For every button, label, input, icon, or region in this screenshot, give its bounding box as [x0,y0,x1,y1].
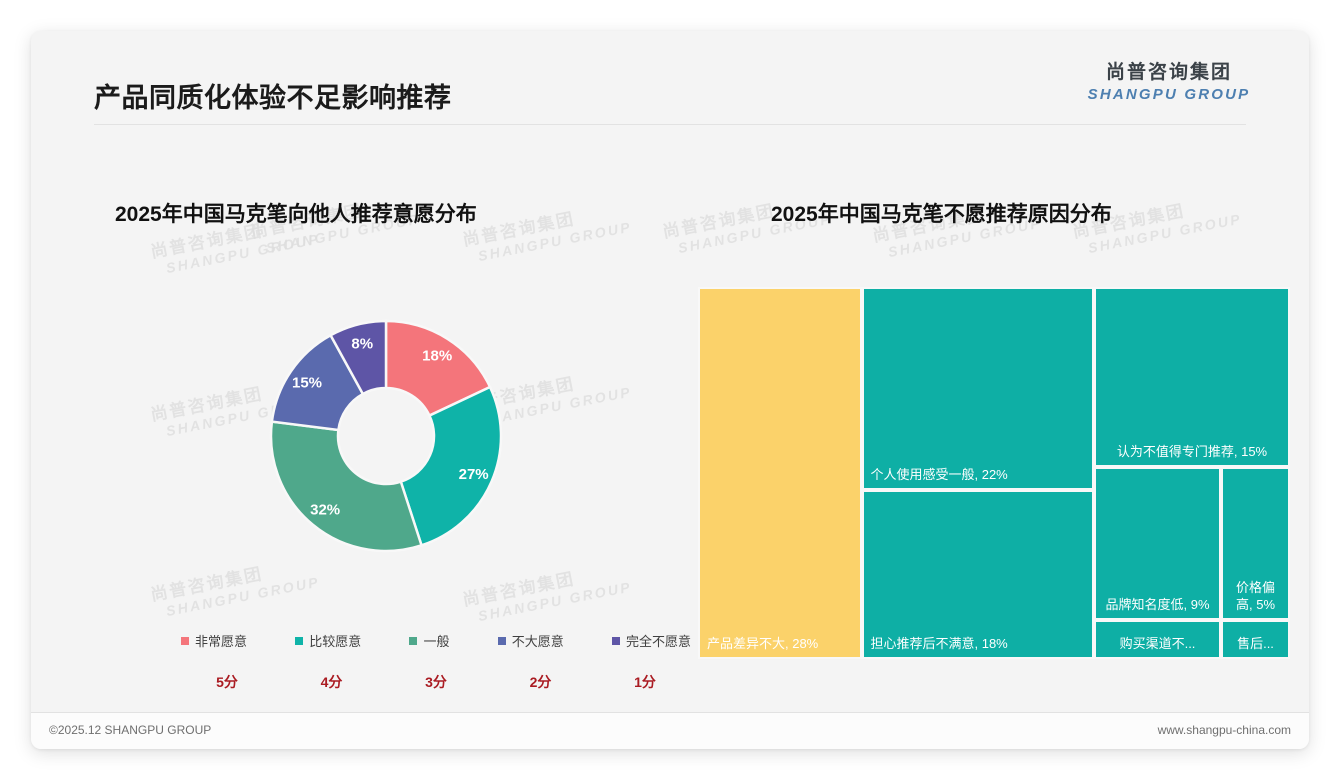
slide-footer: ©2025.12 SHANGPU GROUP www.shangpu-china… [31,713,1309,749]
legend-item-比较愿意[interactable]: 比较愿意 [295,631,361,650]
footer-divider [31,712,1309,713]
donut-slice-非常愿意[interactable] [384,319,492,418]
treemap-cell-label: 价格偏高, 5% [1235,580,1275,612]
score-label-row: 5分 4分 3分 2分 1分 [181,672,691,692]
legend-item-非常愿意[interactable]: 非常愿意 [181,631,247,650]
score-label-3分: 3分 [425,674,447,690]
legend-swatch-icon [409,636,418,645]
donut-slice-完全不愿意[interactable] [328,319,388,396]
donut-chart: 18% 27% 32% 15% 8% [236,286,536,586]
donut-slice-比较愿意[interactable] [399,385,503,547]
watermark-en-text: SHANGPU GROUP [476,218,634,265]
legend-swatch-icon [497,636,506,645]
score-label-1分: 1分 [634,674,656,690]
legend-item-不大愿意[interactable]: 不大愿意 [497,631,564,650]
donut-chart-svg: 18% 27% 32% 15% 8% [269,319,503,553]
legend-label: 非常愿意 [195,634,248,649]
treemap-cell-购买渠道不便[interactable]: 购买渠道不... [1094,620,1221,659]
donut-slices [269,319,503,553]
page-title: 产品同质化体验不足影响推荐 [94,83,452,113]
left-chart-title: 2025年中国马克笔向他人推荐意愿分布 [115,203,477,226]
legend-swatch-icon [181,636,189,645]
treemap-cell-label: 担心推荐后不满意, 18% [870,636,1008,651]
treemap-cell-价格偏高[interactable]: 价格偏高, 5% [1221,467,1290,620]
donut-slice-label: 32% [310,502,340,519]
treemap-cell-label: 品牌知名度低, 9% [1105,597,1210,612]
legend-item-一般[interactable]: 一般 [409,631,449,650]
slide-header: 产品同质化体验不足影响推荐 尚普咨询集团 SHANGPU GROUP [31,31,1309,125]
score-label-4分: 4分 [320,674,343,690]
treemap-cell-label: 产品差异不大, 28% [707,636,819,651]
legend-item-完全不愿意[interactable]: 完全不愿意 [611,631,691,650]
donut-legend: 非常愿意 比较愿意 一般 不大愿意 完全不愿意 [181,631,691,650]
treemap-cell-label: 售后... [1237,636,1274,651]
legend-label: 不大愿意 [511,634,564,649]
treemap-cell-品牌知名度低[interactable]: 品牌知名度低, 9% [1094,467,1221,620]
donut-slice-不大愿意[interactable] [270,333,365,432]
watermark: 尚普咨询集团 SHANGPU GROUP [461,199,633,267]
donut-slice-label: 15% [292,374,322,391]
header-divider [94,124,1246,125]
score-label-5分: 5分 [216,674,238,690]
slide-card: 尚普咨询集团 SHANGPU GROUP 尚普咨询集团 SHANGPU GROU… [31,31,1309,749]
treemap-cell-担心推荐后不满意[interactable]: 担心推荐后不满意, 18% [861,490,1094,659]
logo-chinese-text: 尚普咨询集团 [1105,62,1232,83]
treemap-cell-个人使用感受一般[interactable]: 个人使用感受一般, 22% [861,287,1094,490]
donut-slice-label: 27% [459,466,489,483]
treemap-cell-label: 认为不值得专门推荐, 15% [1116,444,1268,459]
donut-value-labels: 18% 27% 32% 15% 8% [292,336,489,519]
brand-logo: 尚普咨询集团 SHANGPU GROUP [1069,61,1269,104]
score-label-2分: 2分 [529,674,552,690]
watermark-en-text: SHANGPU GROUP [164,230,322,277]
footer-copyright: ©2025.12 SHANGPU GROUP [49,723,212,737]
right-chart-title: 2025年中国马克笔不愿推荐原因分布 [771,203,1112,226]
legend-label: 一般 [423,634,450,649]
footer-website: www.shangpu-china.com [1157,723,1291,737]
legend-label: 完全不愿意 [625,634,691,649]
watermark-cn-text: 尚普咨询集团 [461,209,577,250]
donut-slice-label: 18% [422,347,452,364]
treemap-chart: 产品差异不大, 28% 个人使用感受一般, 22% 担心推荐后不满意, 18% 认为不… [698,287,1290,659]
donut-slice-label: 8% [351,336,373,353]
legend-swatch-icon [611,636,620,645]
treemap-cell-产品差异不大[interactable]: 产品差异不大, 28% [698,287,862,659]
treemap-cell-label: 购买渠道不... [1119,636,1196,651]
donut-slice-一般[interactable] [269,420,424,553]
treemap-cell-售后[interactable]: 售后... [1221,620,1290,659]
logo-english-text: SHANGPU GROUP [1087,86,1251,103]
legend-swatch-icon [295,636,304,645]
treemap-cell-label: 个人使用感受一般, 22% [870,467,1008,482]
treemap-cell-认为不值得专门推荐[interactable]: 认为不值得专门推荐, 15% [1094,287,1290,467]
legend-label: 比较愿意 [309,634,362,649]
